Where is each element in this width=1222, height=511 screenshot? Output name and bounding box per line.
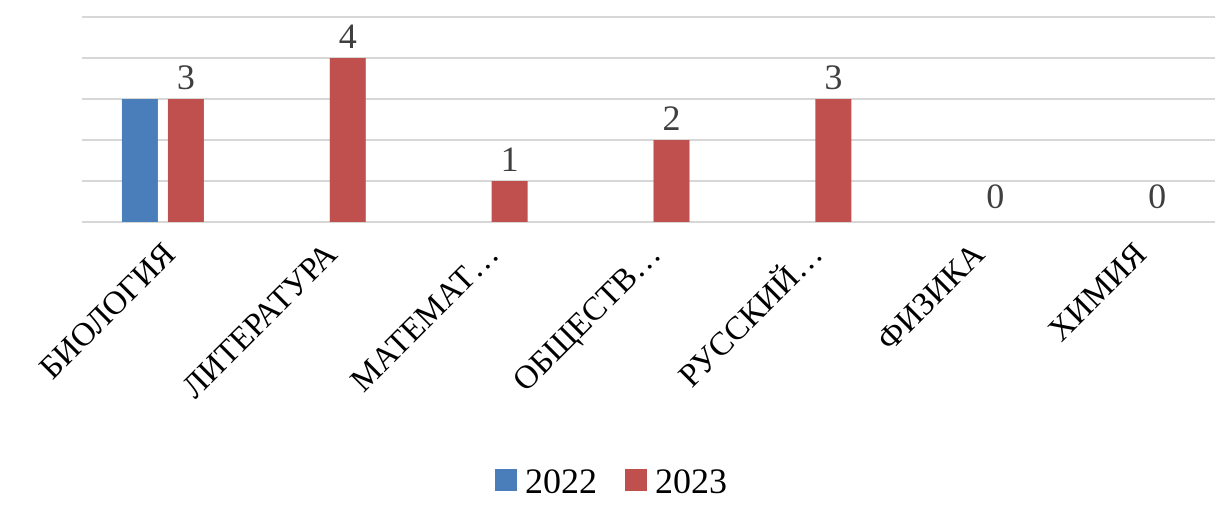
x-tick-label: ХИМИЯ [1041,236,1153,348]
x-tick-label: МАТЕМАТ… [344,236,507,399]
bar-2023-1 [329,58,366,222]
x-tick-label: РУССКИЙ… [671,235,830,394]
data-label: 1 [501,139,519,179]
bar-2023-2 [491,181,528,222]
x-tick-label: ЛИТЕРАТУРА [175,236,344,405]
legend-swatch-2022 [495,469,517,491]
data-label: 0 [986,176,1004,216]
legend-label: 2022 [525,461,597,501]
bar-2023-4 [815,99,852,222]
legend-label: 2023 [655,461,727,501]
bar-2022-0 [121,99,158,222]
bar-2023-0 [167,99,204,222]
data-label: 3 [824,57,842,97]
data-label: 2 [663,98,681,138]
data-label: 4 [339,16,357,56]
x-tick-label: БИОЛОГИЯ [33,236,183,386]
x-tick-label: ФИЗИКА [870,236,992,358]
x-tick-label: ОБЩЕСТВ… [506,236,668,398]
legend-swatch-2023 [625,469,647,491]
data-label: 0 [1148,176,1166,216]
data-label: 3 [177,57,195,97]
bar-2023-3 [653,140,690,222]
